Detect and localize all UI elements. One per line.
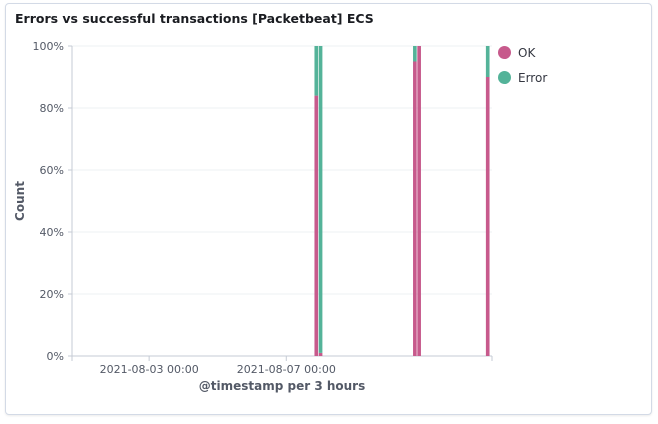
y-tick-label: 80%	[40, 102, 64, 115]
legend-swatch-error-icon	[498, 71, 511, 84]
bar-error[interactable]	[485, 46, 490, 77]
bar-error[interactable]	[413, 46, 417, 62]
panel-title: Errors vs successful transactions [Packe…	[15, 11, 374, 26]
bar-error[interactable]	[314, 46, 319, 96]
bars[interactable]	[314, 46, 490, 357]
legend-item-ok[interactable]: OK	[498, 40, 547, 65]
x-axis-title: @timestamp per 3 hours	[199, 379, 365, 393]
y-ticks: 0% 20% 40% 60% 80% 100%	[33, 40, 72, 363]
y-tick-label: 40%	[40, 226, 64, 239]
x-tick-label: 2021-08-07 00:00	[237, 363, 336, 376]
grid	[72, 45, 492, 295]
y-tick-label: 60%	[40, 164, 64, 177]
y-tick-label: 20%	[40, 288, 64, 301]
legend-label-error: Error	[518, 70, 548, 85]
bar-ok[interactable]	[413, 61, 417, 357]
bar-ok[interactable]	[417, 46, 421, 356]
axes	[71, 46, 492, 357]
legend-label-ok: OK	[518, 45, 536, 60]
x-ticks: 2021-08-03 00:00 2021-08-07 00:00	[71, 356, 493, 376]
bar-ok[interactable]	[485, 77, 490, 356]
legend-swatch-ok-icon	[498, 46, 511, 59]
y-tick-label: 0%	[47, 350, 64, 363]
bar-ok[interactable]	[314, 95, 319, 356]
legend-item-error[interactable]: Error	[498, 65, 547, 90]
bar-error[interactable]	[318, 46, 323, 353]
legend: OK Error	[498, 40, 547, 90]
y-axis-title: Count	[13, 181, 27, 221]
y-tick-label: 100%	[33, 40, 64, 53]
bar-ok[interactable]	[318, 352, 323, 356]
visualization-panel: Errors vs successful transactions [Packe…	[5, 3, 652, 415]
x-tick-label: 2021-08-03 00:00	[100, 363, 199, 376]
